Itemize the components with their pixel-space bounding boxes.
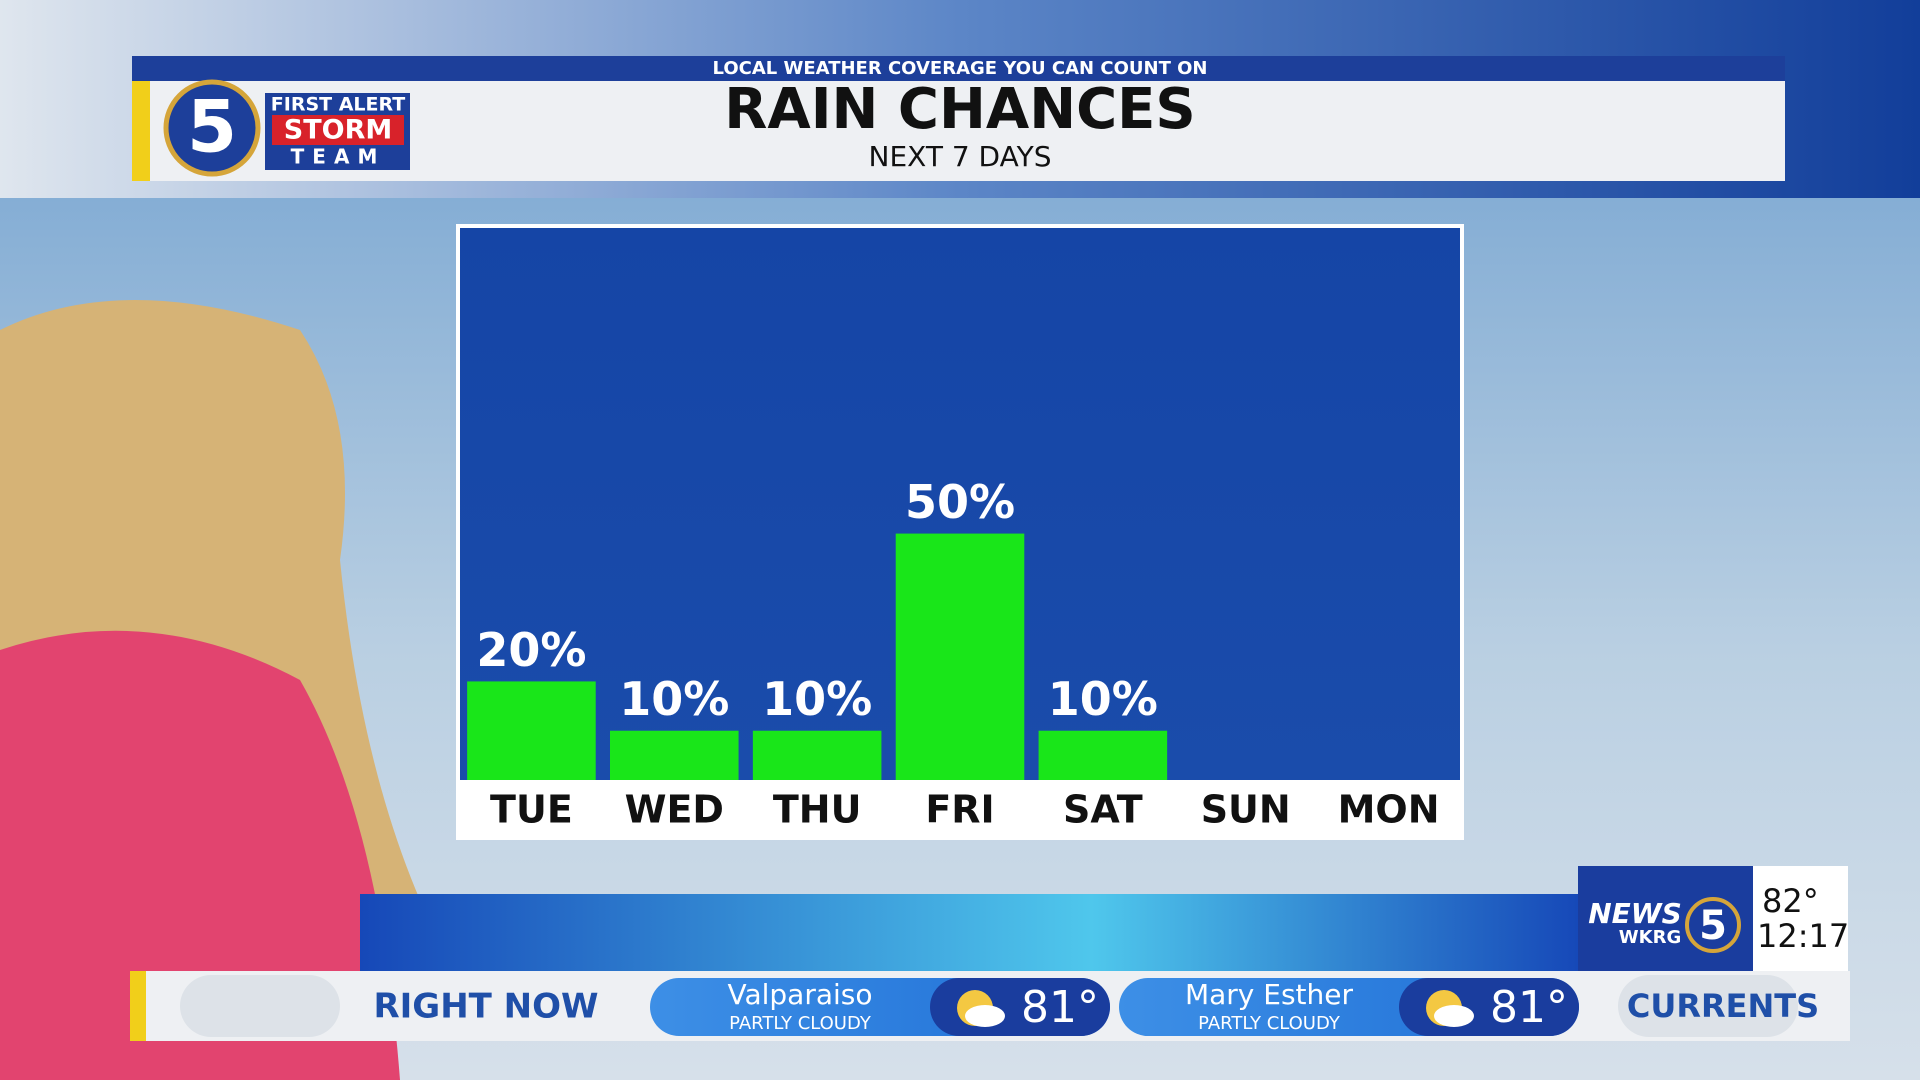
ticker-city: Valparaiso (727, 978, 872, 1011)
chart-subtitle: NEXT 7 DAYS (869, 140, 1052, 173)
value-label: 10% (1048, 672, 1158, 726)
ticker-condition: PARTLY CLOUDY (729, 1013, 872, 1034)
ticker-label: RIGHT NOW (373, 987, 598, 1027)
chart: TUE 20% WED 10% THU 10% FRI 50% SAT 10% SUN MON (467, 475, 1440, 832)
ticker-temp: 81° (1021, 982, 1099, 1033)
logo-line3: TEAM (291, 145, 386, 169)
clock-time: 12:17 (1757, 917, 1849, 955)
bar (752, 730, 882, 780)
clock-box (1753, 866, 1848, 971)
logo-number: 5 (187, 85, 237, 169)
tagline: LOCAL WEATHER COVERAGE YOU CAN COUNT ON (713, 58, 1208, 79)
logo-circle (163, 79, 261, 177)
ticker-city: Mary Esther (1185, 978, 1354, 1011)
x-tick-label: TUE (490, 788, 573, 832)
bar (610, 730, 739, 780)
x-tick-label: THU (773, 788, 862, 832)
logo-line1: FIRST ALERT (271, 94, 406, 116)
weather-icon-cloud (1434, 1005, 1474, 1027)
next-pill (1618, 975, 1798, 1037)
station-circle (1685, 897, 1741, 953)
bar (1038, 730, 1168, 780)
current-temp: 82° (1762, 882, 1819, 920)
ticker-network-logo (180, 975, 340, 1037)
logo-red (272, 115, 404, 145)
logo-line2: STORM (284, 115, 392, 146)
x-tick-label: SUN (1201, 788, 1291, 832)
x-tick-label: SAT (1063, 788, 1143, 832)
chart-title: RAIN CHANCES (724, 77, 1196, 142)
weather-icon-cloud (965, 1005, 1005, 1027)
banner-accent (132, 81, 150, 181)
bar (895, 533, 1025, 780)
value-label: 20% (476, 623, 586, 677)
value-label: 10% (762, 672, 872, 726)
ticker-temp: 81° (1490, 982, 1568, 1033)
lower-band (360, 894, 1580, 971)
bar (467, 681, 596, 780)
ticker-next: CURRENTS (1627, 987, 1819, 1025)
station-call: WKRG (1619, 927, 1681, 948)
x-tick-label: MON (1338, 788, 1440, 832)
value-label: 50% (905, 475, 1015, 529)
x-tick-label: WED (625, 788, 724, 832)
ticker-accent (130, 971, 146, 1041)
ticker-condition: PARTLY CLOUDY (1198, 1013, 1341, 1034)
station-name: NEWS (1588, 897, 1682, 930)
tagline-bar (132, 56, 1785, 81)
presenter-dress (0, 630, 400, 1080)
station-number: 5 (1699, 903, 1727, 949)
x-tick-label: FRI (925, 788, 994, 832)
value-label: 10% (619, 672, 729, 726)
